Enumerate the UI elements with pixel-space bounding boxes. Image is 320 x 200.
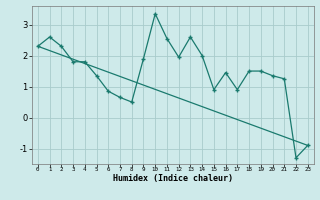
- X-axis label: Humidex (Indice chaleur): Humidex (Indice chaleur): [113, 174, 233, 183]
